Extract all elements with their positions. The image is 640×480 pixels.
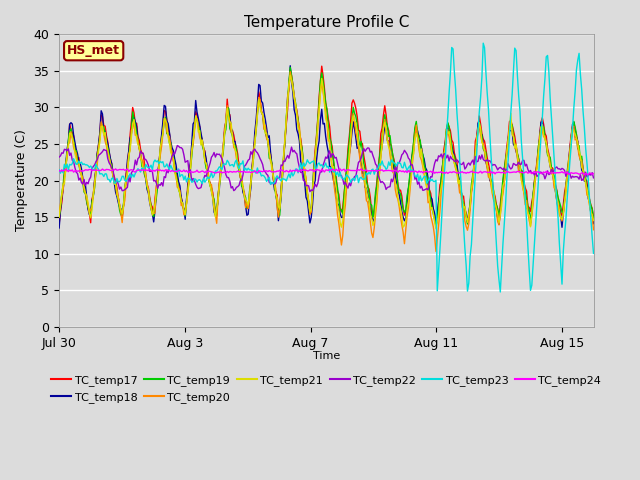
X-axis label: Time: Time: [313, 351, 340, 361]
Y-axis label: Temperature (C): Temperature (C): [15, 130, 28, 231]
Title: Temperature Profile C: Temperature Profile C: [244, 15, 409, 30]
Text: HS_met: HS_met: [67, 44, 120, 57]
Legend: TC_temp17, TC_temp18, TC_temp19, TC_temp20, TC_temp21, TC_temp22, TC_temp23, TC_: TC_temp17, TC_temp18, TC_temp19, TC_temp…: [47, 371, 606, 407]
